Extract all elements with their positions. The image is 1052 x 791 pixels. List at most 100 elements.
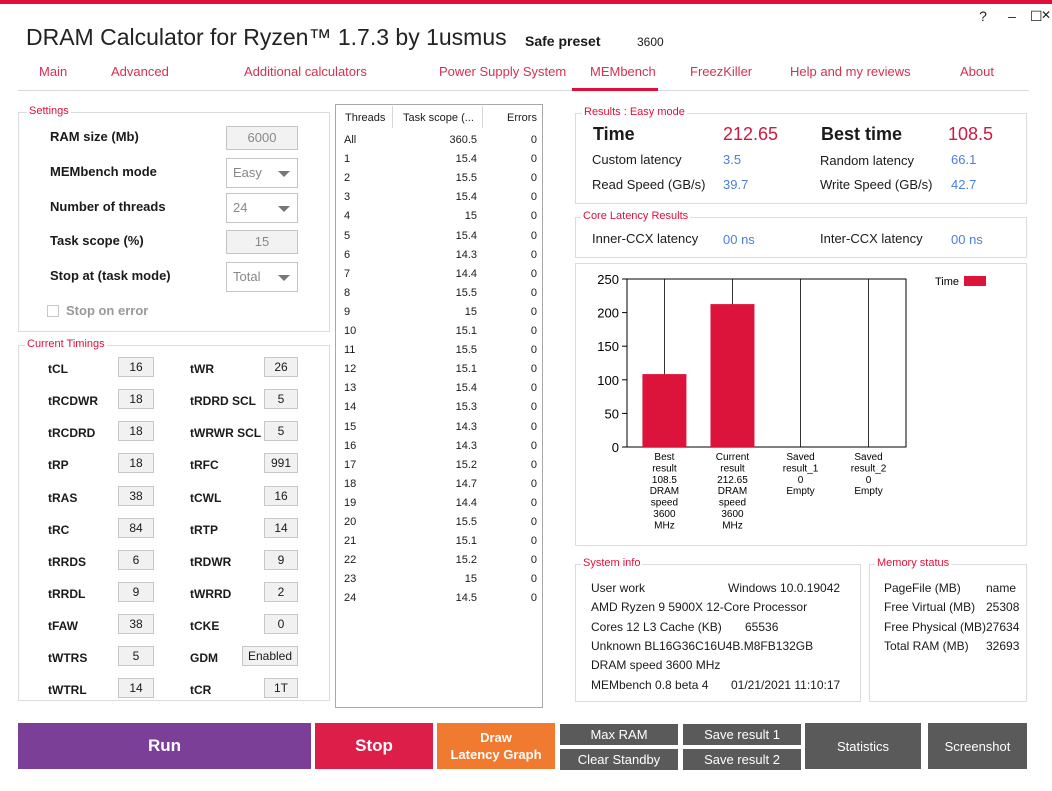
inner-ccx-label: Inner-CCX latency (592, 231, 699, 246)
timings-title: Current Timings (25, 338, 107, 350)
write-speed-label: Write Speed (GB/s) (820, 177, 933, 192)
y-tick-label: 250 (597, 272, 619, 287)
table-row-errors: 0 (530, 286, 537, 299)
table-row-thread: 21 (344, 535, 357, 548)
run-button[interactable]: Run (18, 723, 311, 769)
system-info-value: 65536 (745, 620, 779, 634)
tab-help-and-reviews[interactable]: Help and my reviews (790, 64, 911, 79)
tab-main[interactable]: Main (39, 64, 68, 79)
x-tick-label: result_2 (851, 463, 887, 474)
read-speed-value: 39.7 (723, 177, 749, 192)
timing-label: GDM (190, 651, 218, 665)
table-row-scope: 15 (464, 210, 477, 223)
x-tick-label: 212.65 (717, 475, 748, 486)
x-tick-label: Saved (786, 452, 814, 463)
memory-status-value: 25308 (986, 600, 1020, 614)
timing-value: 14 (118, 678, 154, 698)
timing-label: tWTRL (48, 683, 87, 697)
table-row-thread: 3 (344, 191, 351, 204)
table-row-scope: 15 (464, 305, 477, 318)
table-row-thread: All (344, 134, 357, 146)
tab-advanced[interactable]: Advanced (111, 64, 169, 79)
stop-on-error-checkbox[interactable] (47, 305, 59, 317)
help-icon[interactable]: ? (979, 8, 987, 24)
table-row-scope: 15.3 (455, 401, 477, 414)
column-header-task-scope[interactable]: Task scope (... (403, 112, 474, 124)
table-row-scope: 14.3 (455, 420, 477, 433)
statistics-button[interactable]: Statistics (805, 723, 921, 769)
timing-label: tRCDWR (48, 394, 98, 408)
table-row-scope: 14.5 (455, 592, 477, 605)
x-tick-label: Saved (854, 452, 882, 463)
tab-membench[interactable]: MEMbench (590, 64, 656, 79)
memory-status-value: 27634 (986, 620, 1020, 634)
stop-at-value: Total (233, 269, 261, 284)
stop-at-select[interactable]: Total (226, 262, 298, 292)
table-row-thread: 15 (344, 420, 357, 433)
table-row-scope: 15.5 (455, 286, 477, 299)
threads-select[interactable]: 24 (226, 193, 298, 223)
timing-label: tRRDS (48, 555, 86, 569)
draw-latency-graph-button[interactable]: Draw Latency Graph (437, 723, 555, 769)
max-ram-button[interactable]: Max RAM (560, 724, 678, 745)
clear-standby-button[interactable]: Clear Standby (560, 749, 678, 770)
timing-value: 0 (264, 614, 298, 634)
table-row-scope: 14.3 (455, 248, 477, 261)
table-row-errors: 0 (530, 172, 537, 185)
x-tick-label: result_1 (783, 463, 819, 474)
mode-value: Easy (233, 165, 262, 180)
x-tick-label: DRAM (718, 486, 747, 497)
table-row-scope: 15.4 (455, 191, 477, 204)
table-row-scope: 15.1 (455, 363, 477, 376)
table-row-errors: 0 (530, 229, 537, 242)
timing-value: 2 (264, 582, 298, 602)
table-row-errors: 0 (530, 191, 537, 204)
tab-power-supply-system[interactable]: Power Supply System (439, 64, 567, 79)
y-tick-label: 50 (605, 406, 619, 421)
memory-status-label: Total RAM (MB) (884, 639, 969, 653)
inner-ccx-value: 00 ns (723, 232, 755, 247)
scope-label: Task scope (%) (50, 233, 144, 248)
stop-button[interactable]: Stop (315, 723, 433, 769)
table-row-scope: 15.5 (455, 516, 477, 528)
timing-value: Enabled (242, 646, 298, 666)
table-row-errors: 0 (530, 573, 537, 586)
screenshot-button[interactable]: Screenshot (928, 723, 1027, 769)
mode-select[interactable]: Easy (226, 158, 298, 188)
column-header-threads[interactable]: Threads (345, 112, 386, 124)
table-row-scope: 14.3 (455, 439, 477, 452)
table-row-thread: 7 (344, 267, 351, 280)
minimize-icon[interactable]: – (1008, 8, 1016, 24)
table-row-errors: 0 (530, 267, 537, 280)
system-info-line: Unknown BL16G36C16U4B.M8FB132GB (591, 639, 814, 653)
table-row-thread: 17 (344, 458, 357, 471)
maximize-icon[interactable]: ☐ (1030, 8, 1043, 24)
table-row-errors: 0 (530, 516, 537, 528)
table-row-thread: 13 (344, 382, 357, 395)
random-latency-value: 66.1 (951, 152, 977, 167)
timing-label: tWR (190, 362, 214, 376)
timing-value: 38 (118, 614, 154, 634)
ram-size-field[interactable]: 6000 (226, 126, 298, 150)
tab-about[interactable]: About (960, 64, 994, 79)
legend-swatch (964, 276, 986, 286)
timing-label: tWTRS (48, 651, 88, 665)
tab-freezkiller[interactable]: FreezKiller (690, 64, 753, 79)
column-header-errors[interactable]: Errors (507, 112, 537, 124)
inter-ccx-label: Inter-CCX latency (820, 231, 923, 246)
y-tick-label: 100 (597, 373, 619, 388)
memory-status-label: Free Virtual (MB) (884, 600, 976, 614)
timing-label: tRC (48, 523, 70, 537)
scope-field[interactable]: 15 (226, 230, 298, 254)
table-row-errors: 0 (530, 554, 537, 567)
settings-title: Settings (27, 105, 71, 117)
close-icon[interactable]: ✕ (1040, 8, 1052, 22)
table-row-scope: 14.4 (455, 267, 477, 280)
save-result-2-button[interactable]: Save result 2 (683, 749, 801, 770)
bar (710, 304, 755, 447)
preset-value: 3600 (637, 35, 664, 49)
tab-additional-calculators[interactable]: Additional calculators (244, 64, 367, 79)
table-row-errors: 0 (530, 153, 537, 166)
table-row-scope: 14.4 (455, 496, 477, 509)
save-result-1-button[interactable]: Save result 1 (683, 724, 801, 745)
